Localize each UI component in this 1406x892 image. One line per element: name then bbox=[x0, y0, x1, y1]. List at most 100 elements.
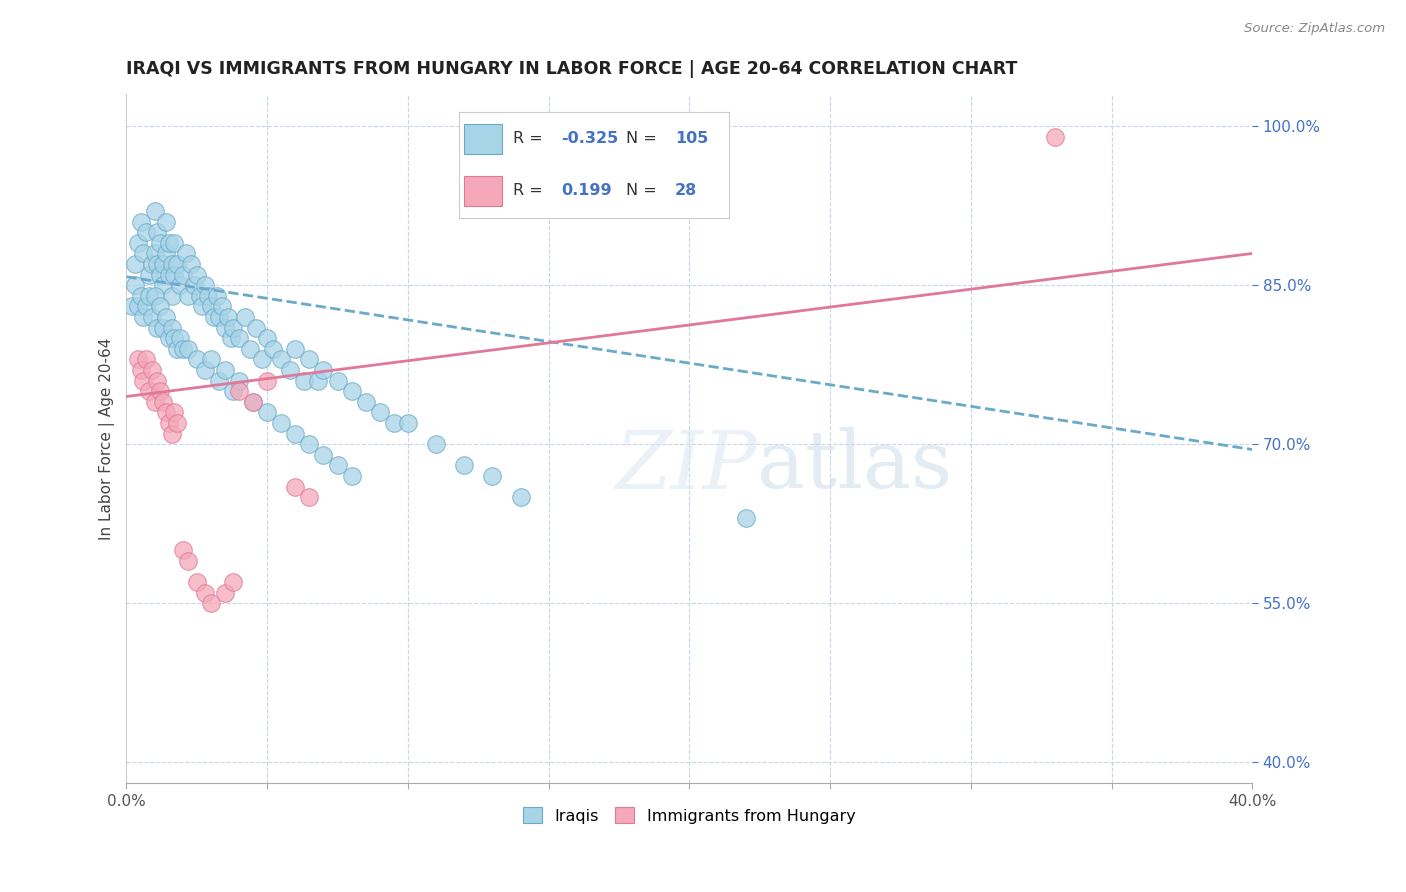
Point bbox=[197, 289, 219, 303]
Point bbox=[172, 543, 194, 558]
Point bbox=[127, 352, 149, 367]
Point bbox=[186, 268, 208, 282]
Point bbox=[157, 235, 180, 250]
Point bbox=[163, 405, 186, 419]
Point bbox=[149, 384, 172, 399]
Point bbox=[242, 394, 264, 409]
Y-axis label: In Labor Force | Age 20-64: In Labor Force | Age 20-64 bbox=[100, 338, 115, 540]
Point bbox=[186, 352, 208, 367]
Point bbox=[166, 416, 188, 430]
Point bbox=[155, 310, 177, 324]
Point bbox=[396, 416, 419, 430]
Point bbox=[222, 384, 245, 399]
Point bbox=[160, 426, 183, 441]
Point bbox=[214, 320, 236, 334]
Point bbox=[146, 225, 169, 239]
Point bbox=[141, 310, 163, 324]
Point bbox=[340, 384, 363, 399]
Point bbox=[312, 448, 335, 462]
Point bbox=[163, 235, 186, 250]
Point bbox=[135, 225, 157, 239]
Point bbox=[307, 374, 329, 388]
Point bbox=[138, 268, 160, 282]
Point bbox=[222, 574, 245, 589]
Point bbox=[200, 300, 222, 314]
Point bbox=[208, 374, 231, 388]
Point bbox=[177, 342, 200, 356]
Point bbox=[284, 480, 307, 494]
Point bbox=[242, 394, 264, 409]
Point bbox=[132, 246, 155, 260]
Point bbox=[228, 374, 250, 388]
Point bbox=[146, 374, 169, 388]
Text: ZIP: ZIP bbox=[616, 428, 756, 505]
Point bbox=[298, 490, 321, 504]
Point bbox=[138, 384, 160, 399]
Point bbox=[155, 246, 177, 260]
Point bbox=[214, 585, 236, 599]
Point bbox=[382, 416, 405, 430]
Legend: Iraqis, Immigrants from Hungary: Iraqis, Immigrants from Hungary bbox=[523, 807, 856, 823]
Point bbox=[163, 268, 186, 282]
Text: atlas: atlas bbox=[756, 427, 952, 506]
Point bbox=[453, 458, 475, 473]
Point bbox=[155, 214, 177, 228]
Point bbox=[200, 352, 222, 367]
Point bbox=[143, 394, 166, 409]
Point bbox=[298, 437, 321, 451]
Point bbox=[233, 310, 256, 324]
Point bbox=[152, 320, 174, 334]
Point bbox=[262, 342, 284, 356]
Point bbox=[284, 342, 307, 356]
Point bbox=[177, 554, 200, 568]
Point bbox=[177, 289, 200, 303]
Point bbox=[129, 363, 152, 377]
Point bbox=[228, 331, 250, 345]
Text: Source: ZipAtlas.com: Source: ZipAtlas.com bbox=[1244, 22, 1385, 36]
Point bbox=[149, 268, 172, 282]
Point bbox=[172, 268, 194, 282]
Point bbox=[200, 596, 222, 610]
Point bbox=[155, 405, 177, 419]
Point bbox=[157, 268, 180, 282]
Point bbox=[124, 278, 146, 293]
Point bbox=[326, 458, 349, 473]
Point bbox=[256, 405, 278, 419]
Point bbox=[368, 405, 391, 419]
Point bbox=[481, 469, 503, 483]
Point bbox=[157, 331, 180, 345]
Point bbox=[143, 204, 166, 219]
Point bbox=[163, 331, 186, 345]
Point bbox=[278, 363, 301, 377]
Point bbox=[256, 331, 278, 345]
Point bbox=[143, 246, 166, 260]
Point bbox=[146, 257, 169, 271]
Point bbox=[219, 331, 242, 345]
Point bbox=[326, 374, 349, 388]
Point bbox=[270, 416, 292, 430]
Point bbox=[124, 257, 146, 271]
Point bbox=[734, 511, 756, 525]
Point bbox=[183, 278, 205, 293]
Point bbox=[292, 374, 315, 388]
Point bbox=[149, 235, 172, 250]
Point bbox=[160, 289, 183, 303]
Point bbox=[132, 374, 155, 388]
Point bbox=[354, 394, 377, 409]
Point bbox=[186, 574, 208, 589]
Point bbox=[239, 342, 262, 356]
Point bbox=[135, 300, 157, 314]
Point bbox=[166, 257, 188, 271]
Point bbox=[188, 289, 211, 303]
Point bbox=[141, 257, 163, 271]
Point bbox=[149, 300, 172, 314]
Point bbox=[191, 300, 214, 314]
Point bbox=[146, 320, 169, 334]
Point bbox=[180, 257, 202, 271]
Point bbox=[217, 310, 239, 324]
Point bbox=[1045, 129, 1067, 144]
Point bbox=[127, 300, 149, 314]
Point bbox=[425, 437, 447, 451]
Point bbox=[194, 585, 217, 599]
Point bbox=[166, 342, 188, 356]
